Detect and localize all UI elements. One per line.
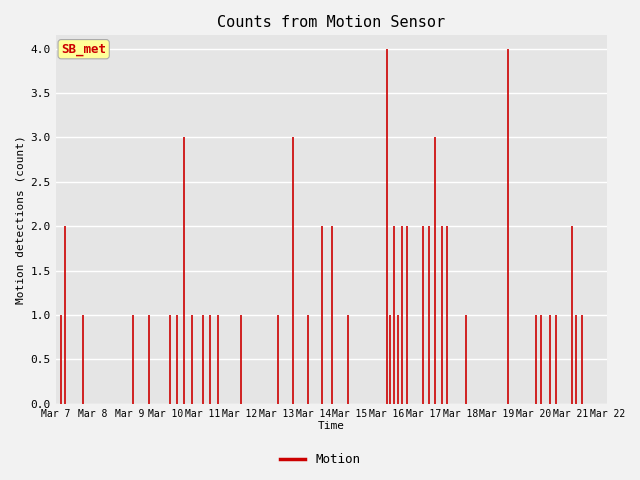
- Text: SB_met: SB_met: [61, 43, 106, 56]
- X-axis label: Time: Time: [318, 421, 345, 432]
- Y-axis label: Motion detections (count): Motion detections (count): [15, 135, 25, 304]
- Legend: Motion: Motion: [275, 448, 365, 471]
- Title: Counts from Motion Sensor: Counts from Motion Sensor: [218, 15, 445, 30]
